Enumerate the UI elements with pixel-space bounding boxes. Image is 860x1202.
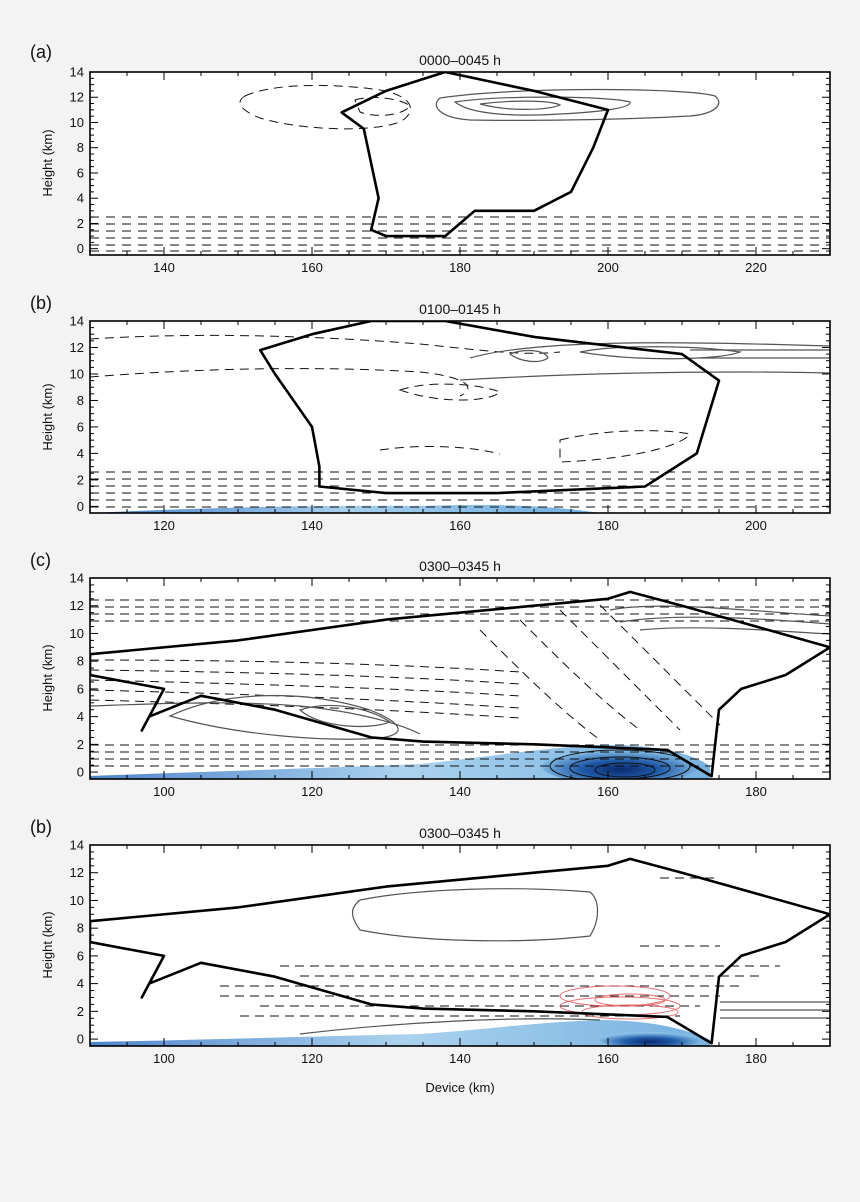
x-tick-label: 160	[301, 260, 323, 275]
x-tick-label: 180	[449, 260, 471, 275]
panel-d-solid-contours	[299, 888, 830, 1035]
y-tick-label: 14	[70, 838, 84, 853]
y-tick-label: 8	[77, 921, 84, 936]
y-tick-label: 14	[70, 314, 84, 329]
panel-b: (b) 0100–0145 h	[30, 293, 831, 534]
panel-b-cloud-boundary	[258, 321, 721, 495]
panel-a-ticks	[89, 71, 831, 255]
y-tick-label: 4	[77, 446, 84, 461]
panel-b-ticks	[89, 320, 831, 513]
x-tick-label: 180	[745, 784, 767, 799]
panel-a-ylabel: Height (km)	[40, 129, 55, 196]
y-tick-label: 2	[77, 737, 84, 752]
x-tick-label: 120	[153, 518, 175, 533]
panel-c-tick-labels: 100 120 140 160 180 0 2 4 6 8 10 12 14	[70, 571, 767, 800]
x-tick-label: 200	[745, 518, 767, 533]
panel-c: (c) 0300–0345 h	[30, 550, 831, 800]
panel-c-contours	[90, 590, 830, 779]
x-tick-label: 100	[153, 1051, 175, 1066]
panel-a: (a) 0000–0045 h 140 160 180 200 220 0 2 4 6 8 10 12…	[30, 42, 831, 276]
panel-b-ylabel: Height (km)	[40, 383, 55, 450]
y-tick-label: 0	[77, 499, 84, 514]
panel-d-surface-shading	[90, 1020, 710, 1046]
panel-d: (b) 0300–0345 h	[30, 817, 831, 1095]
x-tick-label: 180	[597, 518, 619, 533]
y-tick-label: 10	[70, 115, 84, 130]
y-tick-label: 10	[70, 893, 84, 908]
y-tick-label: 0	[77, 765, 84, 780]
panel-a-solid-contours	[435, 88, 720, 121]
y-tick-label: 12	[70, 90, 84, 105]
panel-d-ylabel: Height (km)	[40, 911, 55, 978]
y-tick-label: 8	[77, 393, 84, 408]
panel-b-label: (b)	[30, 293, 52, 313]
y-tick-label: 6	[77, 165, 84, 180]
x-tick-label: 140	[153, 260, 175, 275]
x-tick-label: 100	[153, 784, 175, 799]
panel-d-xlabel: Device (km)	[425, 1080, 494, 1095]
panel-d-red-contours	[559, 985, 681, 1020]
x-tick-label: 160	[597, 1051, 619, 1066]
panel-a-tick-labels: 140 160 180 200 220 0 2 4 6 8 10 12 14	[70, 65, 767, 276]
panel-b-tick-labels: 120 140 160 180 200 0 2 4 6 8 10 12 14	[70, 314, 767, 534]
x-tick-label: 120	[301, 784, 323, 799]
panel-b-contours	[90, 321, 830, 513]
y-tick-label: 14	[70, 65, 84, 80]
y-tick-label: 8	[77, 140, 84, 155]
panel-c-cloud-boundary	[90, 590, 830, 778]
panel-c-solid-contours	[90, 605, 830, 740]
panel-a-cloud-boundary	[340, 72, 610, 238]
y-tick-label: 4	[77, 709, 84, 724]
y-tick-label: 0	[77, 241, 84, 256]
y-tick-label: 14	[70, 571, 84, 586]
panel-c-core-contours	[549, 749, 691, 779]
y-tick-label: 6	[77, 681, 84, 696]
x-tick-label: 200	[597, 260, 619, 275]
x-tick-label: 160	[449, 518, 471, 533]
panel-b-title: 0100–0145 h	[419, 301, 501, 317]
panel-a-title: 0000–0045 h	[419, 52, 501, 68]
x-tick-label: 140	[449, 784, 471, 799]
panel-d-contours	[90, 857, 830, 1046]
x-tick-label: 140	[449, 1051, 471, 1066]
panel-a-label: (a)	[30, 42, 52, 62]
panel-d-title: 0300–0345 h	[419, 825, 501, 841]
y-tick-label: 2	[77, 1004, 84, 1019]
y-tick-label: 4	[77, 976, 84, 991]
y-tick-label: 6	[77, 948, 84, 963]
panel-b-upper-dashed-contours	[90, 334, 691, 463]
x-tick-label: 140	[301, 518, 323, 533]
x-tick-label: 120	[301, 1051, 323, 1066]
panel-d-label: (b)	[30, 817, 52, 837]
y-tick-label: 10	[70, 366, 84, 381]
panel-c-ticks	[89, 577, 831, 779]
panel-b-surface-shading	[90, 504, 600, 513]
y-tick-label: 2	[77, 472, 84, 487]
panel-c-label: (c)	[30, 550, 51, 570]
y-tick-label: 10	[70, 626, 84, 641]
y-tick-label: 12	[70, 598, 84, 613]
panel-d-tick-labels: 100 120 140 160 180 0 2 4 6 8 10 12 14	[70, 838, 767, 1067]
y-tick-label: 12	[70, 340, 84, 355]
x-tick-label: 180	[745, 1051, 767, 1066]
panel-d-ticks	[89, 844, 831, 1046]
x-tick-label: 220	[745, 260, 767, 275]
panel-a-plot-area	[90, 72, 830, 255]
panel-c-dashed-field	[90, 599, 830, 767]
x-tick-label: 160	[597, 784, 619, 799]
y-tick-label: 6	[77, 419, 84, 434]
panel-d-shading-core	[600, 1032, 700, 1046]
y-tick-label: 12	[70, 865, 84, 880]
y-tick-label: 2	[77, 216, 84, 231]
y-tick-label: 4	[77, 191, 84, 206]
y-tick-label: 0	[77, 1032, 84, 1047]
panel-d-cloud-boundary	[90, 857, 830, 1045]
panel-a-contours	[90, 72, 830, 252]
panel-c-ylabel: Height (km)	[40, 644, 55, 711]
y-tick-label: 8	[77, 654, 84, 669]
panel-c-title: 0300–0345 h	[419, 558, 501, 574]
